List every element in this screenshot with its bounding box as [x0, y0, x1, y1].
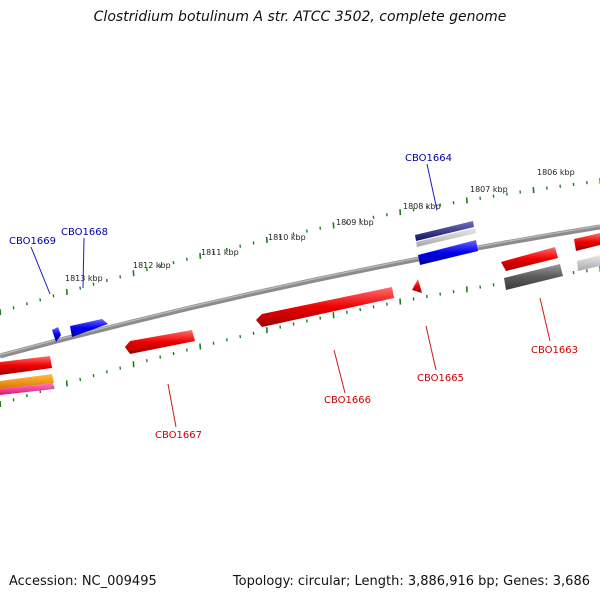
scale-label-1807: 1807 kbp [470, 185, 508, 194]
inner-scale-ticks [0, 266, 600, 408]
gene-arrow-cbo1669[interactable] [52, 327, 61, 342]
gene-label-cbo1665[interactable]: CBO1665 [417, 373, 464, 384]
gene-label-cbo1669[interactable]: CBO1669 [9, 236, 56, 247]
accession-label: Accession: NC_009495 [9, 574, 157, 589]
outer-scale-ticks [0, 178, 600, 316]
gene-label-cbo1664[interactable]: CBO1664 [405, 153, 452, 164]
gene-labels: CBO1669 CBO1668 CBO1664 CBO1667 CBO1666 … [9, 153, 578, 441]
feature-bar-right-edge[interactable] [574, 233, 600, 251]
scale-label-1810: 1810 kbp [268, 233, 306, 242]
gene-arrow-cbo1668[interactable] [70, 319, 108, 337]
feature-bar-navy[interactable] [415, 221, 474, 241]
scale-label-1812: 1812 kbp [133, 261, 171, 270]
scale-label-1808: 1808 kbp [403, 202, 441, 211]
leader-cbo1663 [539, 297, 551, 342]
gene-label-cbo1666[interactable]: CBO1666 [324, 395, 371, 406]
feature-bar-grey[interactable] [504, 264, 563, 290]
gene-arrow-cbo1665[interactable] [412, 279, 422, 293]
gene-arrow-cbo1667[interactable] [125, 330, 195, 354]
label-leaders [30, 163, 551, 428]
reverse-strand-features [0, 247, 600, 395]
feature-bar-pink[interactable] [0, 383, 54, 395]
gene-arrow-left-edge[interactable] [0, 356, 52, 375]
gene-label-cbo1667[interactable]: CBO1667 [155, 430, 202, 441]
genome-backbone [0, 224, 600, 359]
feature-bar-light[interactable] [416, 228, 476, 247]
leader-cbo1667 [167, 383, 177, 428]
feature-bar-right-light[interactable] [577, 255, 600, 271]
gene-arrow-cbo1663[interactable] [501, 247, 558, 271]
leader-cbo1664 [426, 163, 438, 211]
scale-labels: 1806 kbp 1807 kbp 1808 kbp 1809 kbp 1810… [65, 168, 575, 283]
scale-label-1811: 1811 kbp [201, 248, 239, 257]
forward-strand-features [52, 221, 600, 342]
scale-label-1809: 1809 kbp [336, 218, 374, 227]
scale-label-1813: 1813 kbp [65, 274, 103, 283]
genome-summary: Topology: circular; Length: 3,886,916 bp… [232, 574, 590, 589]
gene-label-cbo1668[interactable]: CBO1668 [61, 227, 108, 238]
leader-cbo1666 [333, 349, 346, 394]
leader-cbo1665 [425, 325, 437, 371]
feature-bar-orange[interactable] [0, 374, 54, 389]
leader-cbo1668 [82, 237, 85, 289]
scale-label-1806: 1806 kbp [537, 168, 575, 177]
leader-cbo1669 [30, 246, 51, 295]
gene-arrow-cbo1666[interactable] [256, 287, 394, 327]
map-title: Clostridium botulinum A str. ATCC 3502, … [93, 9, 507, 25]
gene-label-cbo1663[interactable]: CBO1663 [531, 345, 578, 356]
gene-arrow-cbo1664[interactable] [418, 240, 478, 265]
